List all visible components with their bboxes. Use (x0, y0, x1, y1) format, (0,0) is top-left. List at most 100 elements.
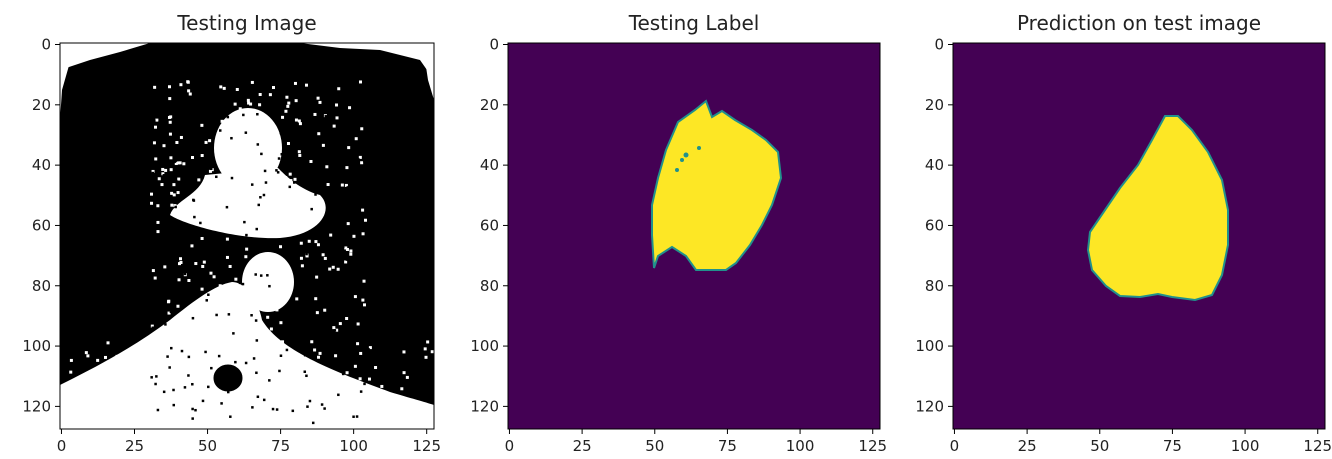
speckle (187, 278, 191, 282)
speckle (293, 81, 297, 85)
speckle (316, 332, 319, 335)
speckle (168, 132, 172, 136)
speckle (271, 86, 275, 90)
y-tick-label: 100 (22, 337, 51, 355)
speckle (336, 267, 340, 271)
speckle (192, 198, 195, 202)
speckle (268, 93, 272, 97)
speckle (208, 169, 212, 173)
speckle (275, 169, 278, 172)
speckle (298, 122, 302, 126)
y-tick-label: 40 (32, 156, 51, 174)
mask-region (651, 99, 783, 271)
speckle (229, 415, 232, 418)
x-tick-label: 75 (271, 437, 290, 455)
speckle (69, 370, 73, 374)
speckle (319, 312, 322, 316)
speckle (281, 115, 285, 119)
speckle (281, 340, 285, 344)
speckle (225, 237, 229, 241)
testing-label-panel: Testing Label 0 25 50 75 100 125 0 20 40 60 80 100 1… (470, 11, 887, 455)
speckle (349, 249, 353, 253)
speckle (269, 327, 273, 331)
speckle (173, 130, 176, 133)
y-tick-label: 20 (32, 96, 51, 114)
speckle (321, 129, 325, 133)
speckle (264, 181, 268, 184)
y-tick-label: 120 (470, 397, 499, 415)
speckle (176, 304, 180, 308)
speckle (173, 204, 177, 208)
chest-wall-top-right (300, 43, 434, 80)
speckle (303, 116, 306, 120)
speckle (182, 166, 186, 170)
speckle (191, 417, 194, 420)
label-mask (508, 43, 880, 429)
speckle (400, 387, 404, 391)
speckle (259, 196, 262, 199)
speckle (360, 127, 364, 131)
axis-ticks: 0 25 50 75 100 125 0 20 40 60 80 100 120 (470, 36, 887, 455)
speckle (329, 171, 333, 175)
speckle (312, 266, 315, 270)
speckle (349, 172, 353, 176)
speckle (210, 366, 213, 370)
speckle (190, 156, 194, 160)
speckle (189, 164, 193, 167)
mask-hole (683, 152, 689, 158)
speckle (288, 325, 291, 328)
speckle (262, 398, 266, 402)
speckle (318, 100, 322, 104)
speckle (169, 156, 173, 160)
speckle (172, 403, 176, 407)
lower-body (60, 282, 434, 429)
speckle (200, 123, 204, 127)
speckle (335, 199, 339, 202)
speckle (154, 382, 157, 386)
speckle (304, 288, 307, 292)
speckle (363, 189, 366, 192)
speckle (314, 297, 318, 301)
speckle (155, 263, 159, 267)
speckle (164, 304, 168, 308)
speckle (328, 288, 331, 292)
speckle (170, 191, 174, 195)
mask-hole (675, 168, 679, 172)
speckle (361, 208, 365, 212)
speckle (190, 244, 194, 248)
speckle (313, 179, 316, 183)
speckle (176, 170, 179, 174)
mediastinum (170, 168, 326, 239)
speckle (179, 83, 183, 87)
speckle (168, 120, 172, 124)
speckle (354, 137, 358, 141)
speckle (200, 154, 204, 158)
speckle (276, 171, 280, 174)
speckle (279, 321, 283, 325)
speckle (299, 256, 303, 260)
speckle (359, 390, 363, 393)
speckle (362, 112, 365, 115)
speckle (106, 341, 110, 345)
speckle (402, 350, 406, 354)
mask-hole (680, 158, 684, 162)
speckle (305, 252, 308, 256)
speckle (204, 350, 207, 354)
speckle (353, 364, 357, 368)
descending-aorta (242, 252, 294, 312)
speckle (330, 187, 333, 191)
speckle (283, 320, 286, 324)
speckle (227, 390, 230, 394)
speckle (335, 116, 339, 120)
speckle (205, 299, 208, 302)
speckle (201, 264, 205, 268)
speckle (321, 143, 325, 147)
speckle (266, 274, 269, 277)
x-tick-label: 25 (1018, 437, 1037, 455)
speckle (307, 136, 310, 140)
speckle (179, 167, 182, 171)
speckle (164, 168, 168, 172)
speckle (325, 344, 328, 348)
speckle (291, 409, 295, 413)
speckle (329, 233, 333, 237)
